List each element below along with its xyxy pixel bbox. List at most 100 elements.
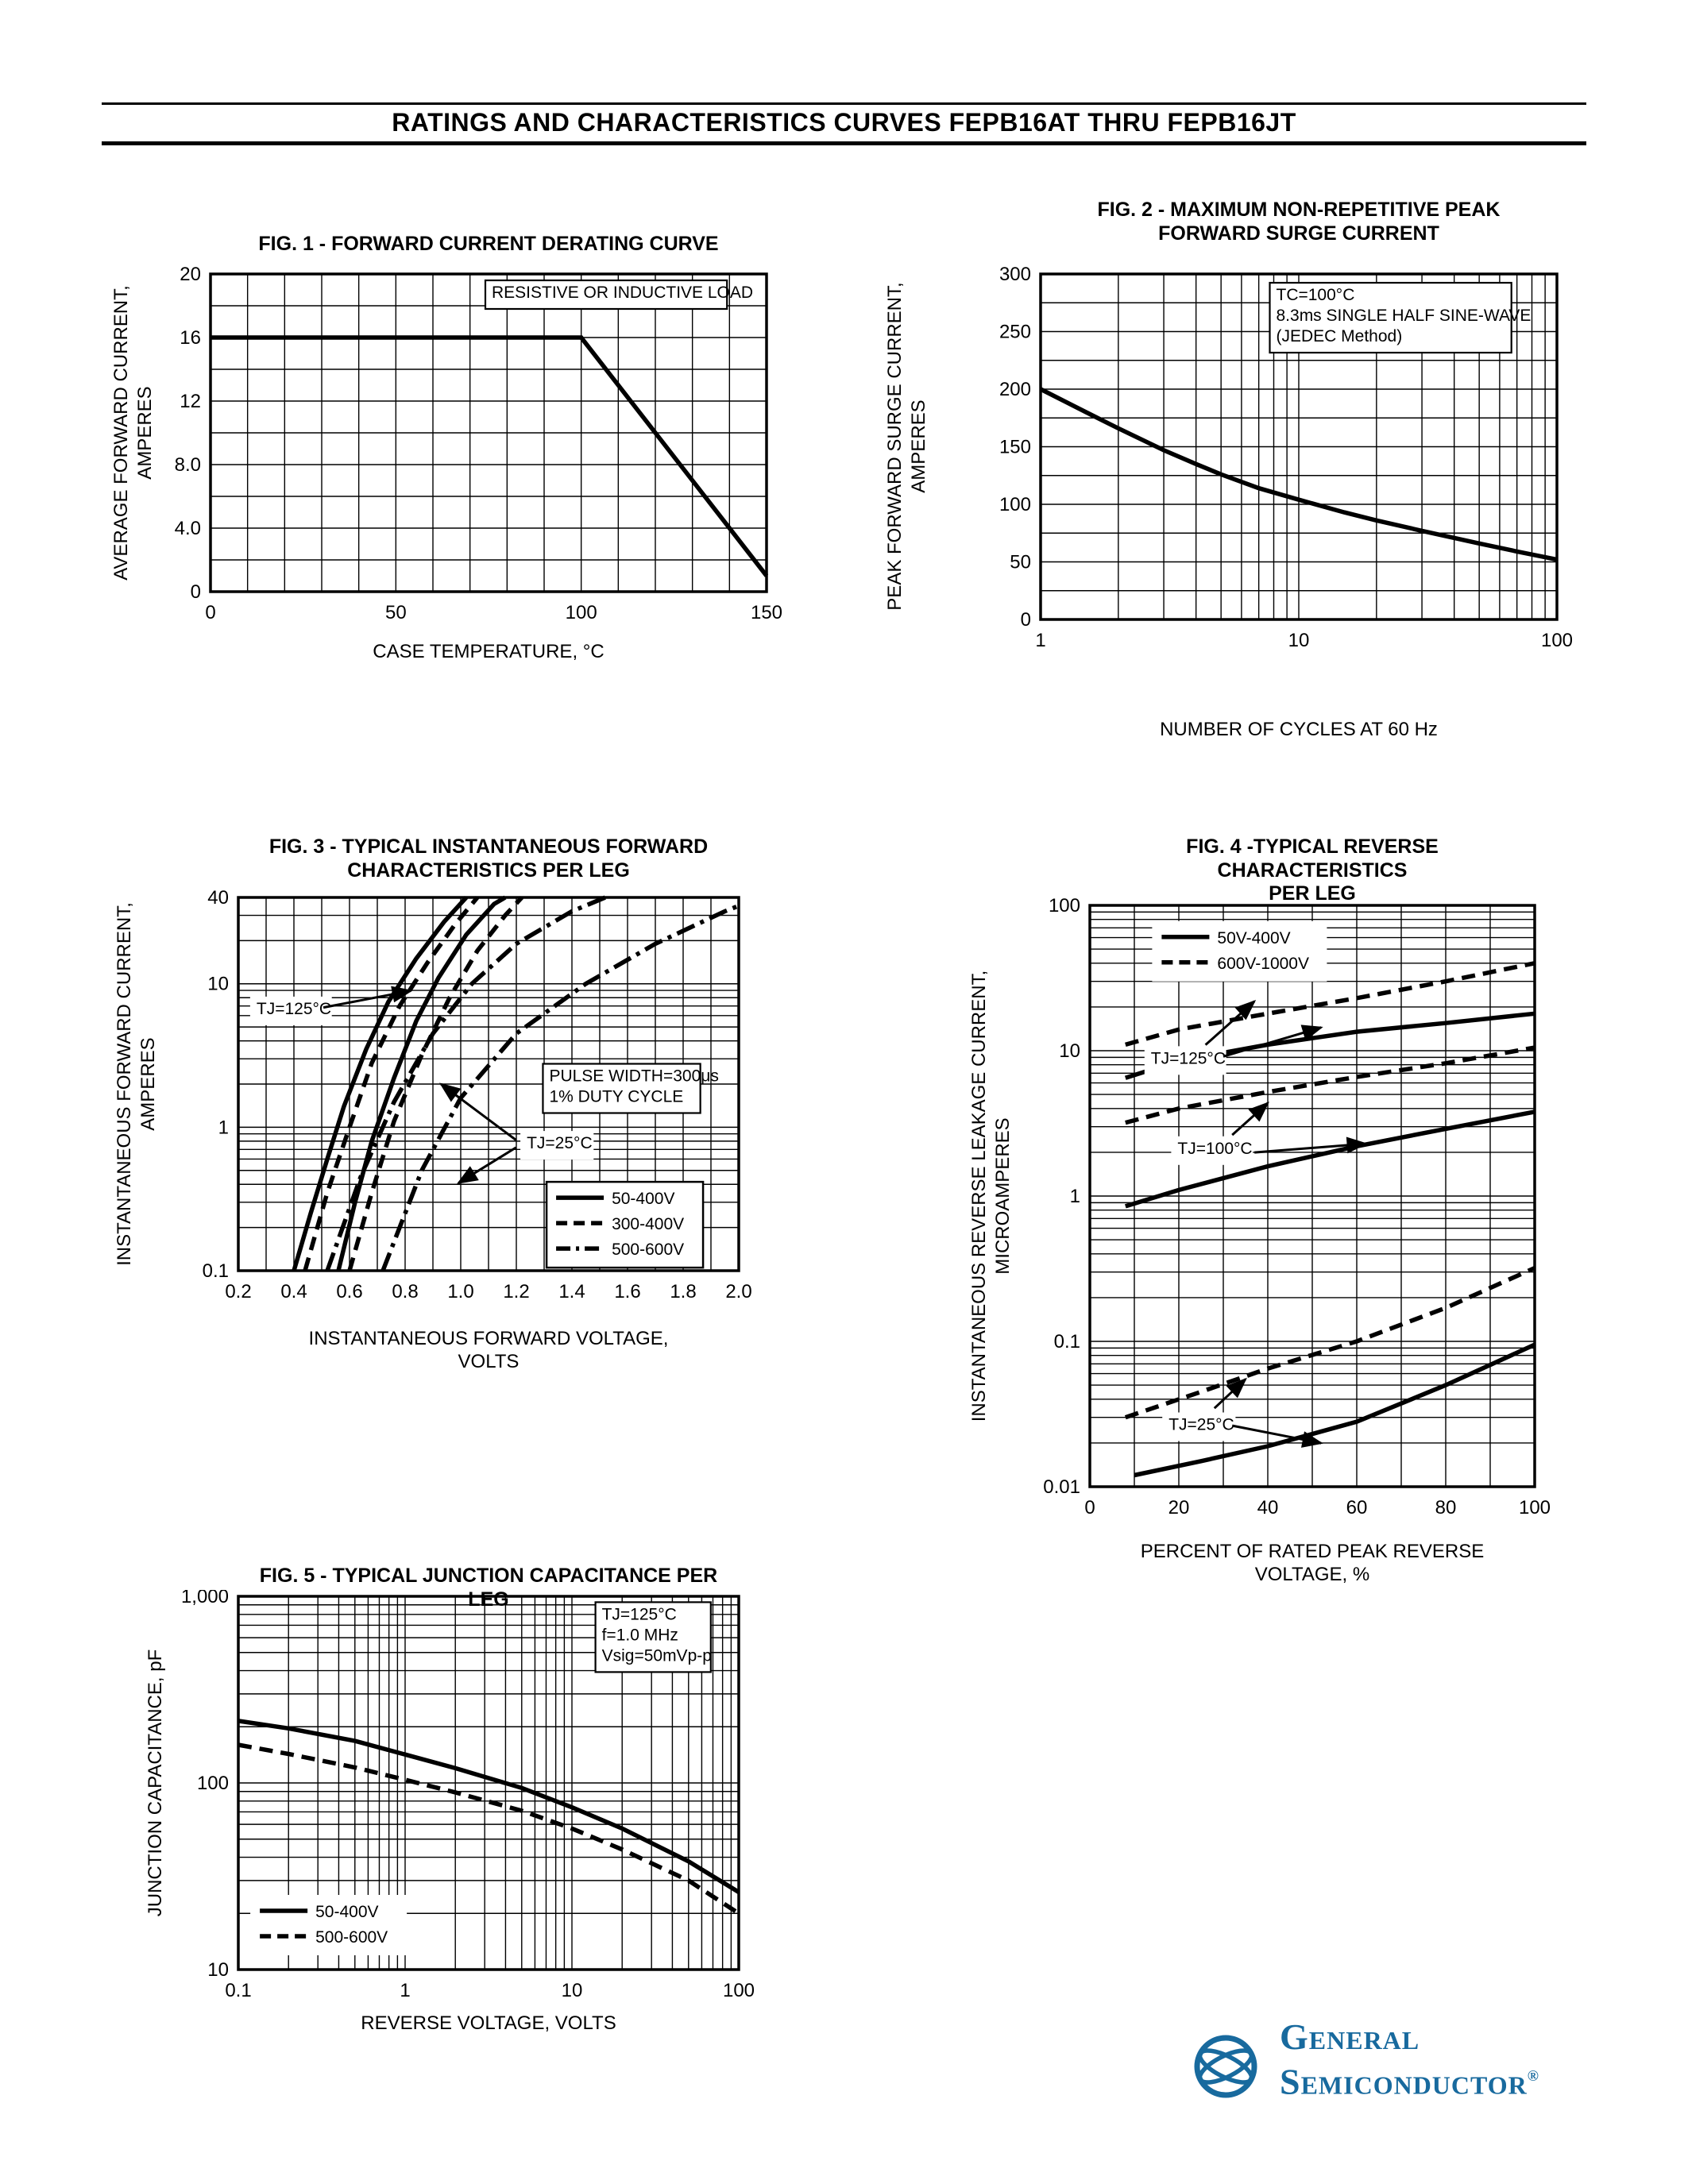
svg-text:0.8: 0.8 xyxy=(392,1281,418,1302)
logo-line1: General xyxy=(1280,2016,1420,2057)
fig2-title: FIG. 2 - MAXIMUM NON-REPETITIVE PEAK FOR… xyxy=(1097,199,1501,245)
svg-text:50V-400V: 50V-400V xyxy=(1217,929,1290,947)
svg-text:100: 100 xyxy=(1541,630,1573,651)
svg-text:10: 10 xyxy=(562,1980,583,2001)
svg-text:(JEDEC Method): (JEDEC Method) xyxy=(1277,327,1403,345)
svg-text:250: 250 xyxy=(999,322,1031,343)
svg-text:1: 1 xyxy=(1070,1186,1080,1207)
svg-text:10: 10 xyxy=(207,974,229,995)
logo-text: General Semiconductor® xyxy=(1280,2017,1539,2101)
svg-text:150: 150 xyxy=(751,602,782,623)
svg-text:0.1: 0.1 xyxy=(203,1260,229,1282)
svg-text:20: 20 xyxy=(180,264,201,285)
figure-5: FIG. 5 - TYPICAL JUNCTION CAPACITANCE PE… xyxy=(119,1558,834,2066)
figure-2: FIG. 2 - MAXIMUM NON-REPETITIVE PEAK FOR… xyxy=(874,199,1668,770)
svg-text:TJ=100°C: TJ=100°C xyxy=(1177,1140,1252,1158)
svg-text:0.4: 0.4 xyxy=(280,1281,307,1302)
header-rule-top xyxy=(102,102,1586,105)
figure-4: FIG. 4 -TYPICAL REVERSE CHARACTERISTICS … xyxy=(874,835,1668,1598)
fig4-x-axis-label: PERCENT OF RATED PEAK REVERSE VOLTAGE, % xyxy=(1140,1541,1485,1585)
svg-text:60: 60 xyxy=(1346,1497,1368,1518)
svg-text:8.0: 8.0 xyxy=(175,454,201,476)
header-rule-bottom xyxy=(102,141,1586,145)
svg-text:TC=100°C: TC=100°C xyxy=(1277,286,1355,304)
svg-text:500-600V: 500-600V xyxy=(612,1241,684,1259)
svg-text:RESISTIVE OR INDUCTIVE LOAD: RESISTIVE OR INDUCTIVE LOAD xyxy=(492,284,753,302)
svg-text:20: 20 xyxy=(1168,1497,1190,1518)
svg-text:50-400V: 50-400V xyxy=(612,1190,674,1208)
svg-text:500-600V: 500-600V xyxy=(315,1928,388,1947)
registered-mark: ® xyxy=(1527,2068,1539,2085)
svg-text:f=1.0 MHz: f=1.0 MHz xyxy=(602,1626,678,1644)
svg-text:0.2: 0.2 xyxy=(225,1281,251,1302)
svg-text:100: 100 xyxy=(1049,895,1080,916)
svg-text:300: 300 xyxy=(999,264,1031,285)
fig2-x-axis-label: NUMBER OF CYCLES AT 60 Hz xyxy=(1160,719,1438,740)
svg-text:1% DUTY CYCLE: 1% DUTY CYCLE xyxy=(549,1088,683,1106)
svg-text:40: 40 xyxy=(207,887,229,909)
svg-text:0.6: 0.6 xyxy=(336,1281,362,1302)
svg-text:300-400V: 300-400V xyxy=(612,1215,684,1233)
svg-text:10: 10 xyxy=(1288,630,1310,651)
svg-text:80: 80 xyxy=(1435,1497,1457,1518)
fig5-plot: 0.1 1 10 100 10 100 1,000 TJ=125°C f=1.0 MHz Vsig… xyxy=(119,1586,834,2015)
svg-text:1.2: 1.2 xyxy=(503,1281,529,1302)
svg-text:1.4: 1.4 xyxy=(558,1281,585,1302)
svg-text:1: 1 xyxy=(400,1980,410,2001)
fig5-x-axis-label: REVERSE VOLTAGE, VOLTS xyxy=(361,2012,616,2034)
svg-text:4.0: 4.0 xyxy=(175,518,201,539)
svg-text:100: 100 xyxy=(999,494,1031,515)
svg-text:0: 0 xyxy=(1021,609,1031,631)
svg-text:TJ=25°C: TJ=25°C xyxy=(1168,1416,1234,1434)
fig1-title: FIG. 1 - FORWARD CURRENT DERATING CURVE xyxy=(258,233,719,255)
svg-text:TJ=125°C: TJ=125°C xyxy=(602,1605,677,1623)
fig1-plot: 0 50 100 150 0 4.0 8.0 12 16 20 RESISTIVE OR INDUC… xyxy=(95,264,810,642)
fig2-plot: 1 10 100 0 50 100 150 200 250 300 TC=100°C 8.3ms SI… xyxy=(874,245,1668,685)
svg-text:1.0: 1.0 xyxy=(447,1281,473,1302)
brand-logo: General Semiconductor® xyxy=(1188,2017,1648,2128)
svg-text:0: 0 xyxy=(191,581,201,603)
svg-text:100: 100 xyxy=(566,602,597,623)
svg-text:1.6: 1.6 xyxy=(614,1281,640,1302)
svg-text:0.01: 0.01 xyxy=(1043,1476,1080,1498)
svg-text:TJ=125°C: TJ=125°C xyxy=(1151,1049,1226,1067)
page-title: RATINGS AND CHARACTERISTICS CURVES FEPB1… xyxy=(392,108,1296,137)
svg-text:50: 50 xyxy=(1010,552,1031,573)
svg-text:100: 100 xyxy=(197,1773,229,1794)
svg-text:0: 0 xyxy=(1084,1497,1095,1518)
svg-text:100: 100 xyxy=(723,1980,755,2001)
svg-text:50-400V: 50-400V xyxy=(315,1903,378,1921)
fig5-title: FIG. 5 - TYPICAL JUNCTION CAPACITANCE PE… xyxy=(259,1565,718,1611)
svg-text:50: 50 xyxy=(385,602,407,623)
globe-icon xyxy=(1194,2035,1257,2098)
fig4-plot: 0 20 40 60 80 100 0.01 0.1 1 10 100 TJ=125°C TJ=100°… xyxy=(874,880,1668,1543)
svg-text:TJ=25°C: TJ=25°C xyxy=(527,1134,593,1152)
svg-text:1.8: 1.8 xyxy=(670,1281,696,1302)
figure-3: FIG. 3 - TYPICAL INSTANTANEOUS FORWARD C… xyxy=(114,835,834,1391)
svg-text:16: 16 xyxy=(180,327,201,349)
svg-text:100: 100 xyxy=(1519,1497,1551,1518)
svg-text:2.0: 2.0 xyxy=(725,1281,751,1302)
svg-text:1,000: 1,000 xyxy=(181,1590,229,1607)
svg-text:1: 1 xyxy=(1035,630,1045,651)
svg-text:PULSE WIDTH=300μs: PULSE WIDTH=300μs xyxy=(549,1067,718,1086)
logo-line2: Semiconductor® xyxy=(1280,2061,1539,2102)
svg-text:150: 150 xyxy=(999,437,1031,458)
fig3-x-axis-label: INSTANTANEOUS FORWARD VOLTAGE, VOLTS xyxy=(308,1328,669,1372)
svg-text:0: 0 xyxy=(205,602,215,623)
svg-text:8.3ms SINGLE HALF SINE-WAVE: 8.3ms SINGLE HALF SINE-WAVE xyxy=(1277,307,1532,325)
fig1-x-axis-label: CASE TEMPERATURE, °C xyxy=(373,641,605,662)
figure-1: FIG. 1 - FORWARD CURRENT DERATING CURVE … xyxy=(95,226,810,671)
svg-text:200: 200 xyxy=(999,379,1031,400)
svg-text:600V-1000V: 600V-1000V xyxy=(1217,955,1309,973)
svg-text:12: 12 xyxy=(180,391,201,412)
svg-text:TJ=125°C: TJ=125°C xyxy=(257,1000,331,1018)
fig3-plot: 0.2 0.4 0.6 0.8 1.0 1.2 1.4 1.6 1.8 2.0 0.1 1 10 40 TJ… xyxy=(119,885,834,1333)
svg-text:10: 10 xyxy=(1059,1040,1080,1062)
fig3-title: FIG. 3 - TYPICAL INSTANTANEOUS FORWARD C… xyxy=(268,835,709,882)
svg-text:10: 10 xyxy=(207,1959,229,1981)
svg-text:40: 40 xyxy=(1257,1497,1279,1518)
svg-text:0.1: 0.1 xyxy=(1054,1331,1080,1352)
svg-text:1: 1 xyxy=(218,1117,229,1138)
